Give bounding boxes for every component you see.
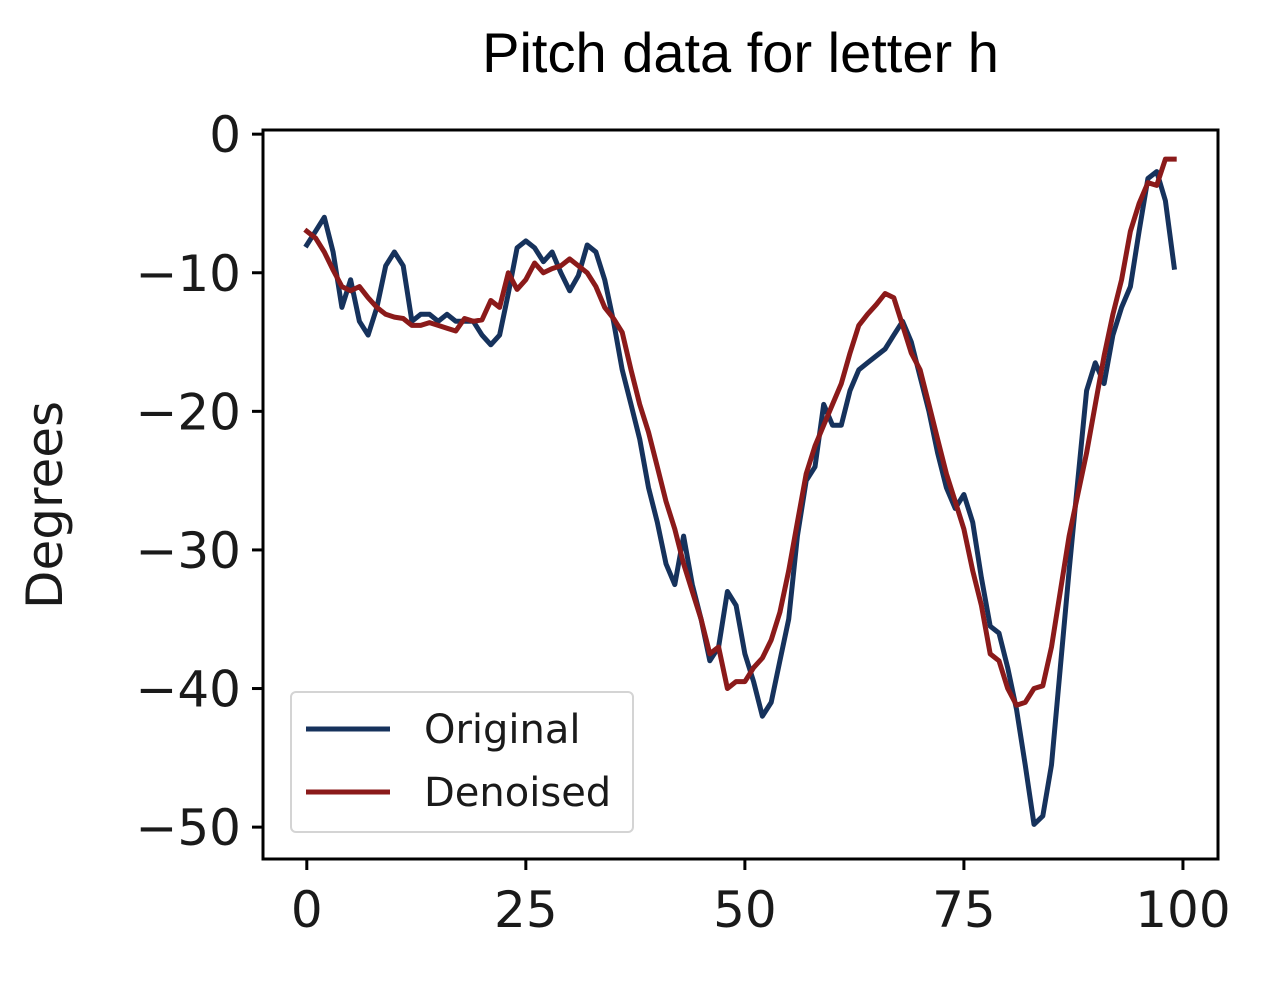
y-axis-label: Degrees	[16, 401, 74, 609]
legend-label-denoised: Denoised	[424, 770, 611, 816]
y-axis-label-group: Degrees	[16, 401, 74, 609]
x-tick-label: 0	[291, 881, 323, 939]
y-tick-label: −30	[135, 522, 241, 580]
series-layer	[303, 156, 1178, 827]
series-line-denoised	[303, 156, 1177, 708]
legend: Original Denoised	[290, 691, 634, 833]
plot-area-frame	[261, 128, 1220, 861]
x-tick-label: 75	[932, 881, 996, 939]
y-tick-label: −10	[135, 245, 241, 303]
series-line-original	[303, 169, 1178, 827]
x-axis: 0 25 50 75 100	[291, 859, 1231, 939]
x-tick-label: 50	[713, 881, 777, 939]
chart-title: Pitch data for letter h	[482, 21, 999, 84]
y-axis: 0 −10 −20 −30 −40 −50	[135, 106, 263, 857]
y-tick-label: −40	[135, 661, 241, 719]
legend-label-original: Original	[424, 707, 581, 753]
y-tick-label: −50	[135, 799, 241, 857]
y-tick-label: 0	[209, 106, 241, 164]
x-tick-label: 25	[494, 881, 558, 939]
y-tick-label: −20	[135, 383, 241, 441]
x-tick-label: 100	[1135, 881, 1230, 939]
